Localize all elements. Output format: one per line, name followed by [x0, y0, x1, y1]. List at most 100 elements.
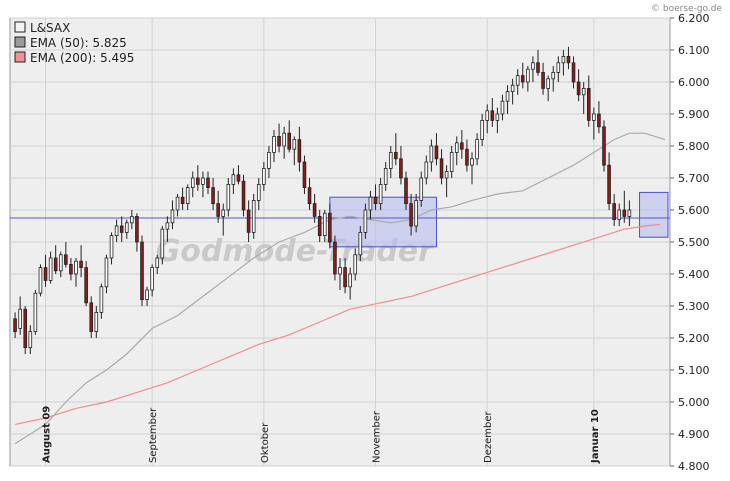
- candle-body: [490, 110, 495, 121]
- candle-body: [69, 263, 73, 275]
- y-tick-label: 4.800: [678, 460, 710, 473]
- candle-body: [119, 225, 124, 233]
- candle-body: [99, 286, 104, 313]
- y-tick-label: 6.100: [678, 44, 710, 57]
- candle-body: [277, 135, 281, 147]
- candle-body: [13, 318, 17, 332]
- candle-body: [64, 254, 68, 265]
- candle-body: [241, 180, 246, 211]
- candle-body: [571, 62, 576, 83]
- candle-body: [23, 308, 28, 349]
- y-tick-label: 5.800: [678, 140, 710, 153]
- candle-body: [424, 161, 429, 179]
- candle-body: [256, 183, 261, 201]
- candle-body: [536, 62, 540, 73]
- candle-body: [58, 254, 63, 272]
- y-tick-label: 5.100: [678, 364, 710, 377]
- candle-body: [622, 209, 627, 217]
- candle-body: [444, 171, 449, 179]
- candle-body: [312, 203, 317, 217]
- candle-body: [33, 292, 38, 333]
- candle-body: [89, 302, 94, 332]
- candle-body: [160, 228, 165, 259]
- candle-body: [556, 62, 561, 73]
- candle-body: [617, 209, 622, 220]
- candle-body: [272, 135, 276, 153]
- candle-body: [378, 183, 383, 204]
- legend-label: L&SAX: [30, 21, 70, 35]
- candle-body: [576, 81, 581, 96]
- candle-body: [185, 187, 190, 205]
- x-axis: August 09 September Oktober November Dezembe…: [42, 406, 601, 464]
- candle-body: [546, 78, 550, 89]
- candle-body: [566, 56, 571, 64]
- candle-body: [201, 177, 205, 185]
- legend-swatch: [14, 51, 26, 63]
- candle-body: [485, 110, 490, 121]
- candle-body: [140, 241, 144, 300]
- candle-body: [109, 235, 114, 259]
- x-tick-label: September: [148, 407, 159, 463]
- ema50-series-line: [14, 132, 666, 445]
- candle-body: [338, 267, 342, 275]
- candle-body: [328, 212, 332, 243]
- candle-body: [84, 267, 88, 304]
- candle-body: [165, 222, 170, 230]
- candle-body: [287, 132, 292, 150]
- candle-body: [409, 203, 413, 227]
- candle-body: [333, 241, 337, 275]
- x-tick-label: Januar 10: [590, 409, 601, 464]
- candle-body: [282, 132, 286, 147]
- candle-body: [262, 167, 266, 185]
- x-tick-label: August 09: [42, 406, 53, 463]
- y-tick-label: 5.400: [678, 268, 710, 281]
- source-label: © boerse-go.de: [651, 4, 722, 14]
- candle-body: [322, 212, 327, 236]
- candle-body: [505, 91, 510, 102]
- candle-body: [292, 139, 297, 150]
- candle-body: [236, 174, 241, 182]
- y-tick-label: 6.200: [678, 12, 710, 25]
- y-tick-label: 5.300: [678, 300, 710, 313]
- candle-body: [475, 139, 479, 160]
- candle-body: [414, 199, 418, 227]
- candle-body: [449, 151, 454, 172]
- y-tick-label: 5.900: [678, 108, 710, 121]
- candle-body: [145, 289, 149, 300]
- candle-body: [363, 209, 368, 233]
- candle-body: [368, 196, 373, 211]
- candle-body: [175, 196, 180, 211]
- candle-body: [460, 142, 464, 150]
- candle-body: [221, 209, 226, 217]
- ema200-series-line: [14, 223, 660, 425]
- candle-body: [38, 267, 43, 294]
- candle-body: [348, 273, 352, 288]
- candle-body: [607, 164, 611, 204]
- candle-body: [358, 231, 363, 256]
- candle-body: [267, 151, 271, 169]
- candle-body: [531, 62, 535, 70]
- candle-body: [180, 196, 185, 204]
- y-tick-label: 5.200: [678, 332, 710, 345]
- candle-body: [434, 145, 439, 160]
- candle-body: [190, 177, 195, 189]
- x-tick-label: November: [372, 410, 383, 463]
- candle-body: [48, 257, 53, 281]
- x-tick-label: Dezember: [483, 411, 494, 463]
- y-tick-label: 5.700: [678, 172, 710, 185]
- legend-label: EMA (200): 5.495: [30, 51, 134, 65]
- candle-body: [551, 72, 556, 80]
- candles: [13, 46, 632, 354]
- candle-body: [28, 331, 33, 349]
- candle-body: [500, 100, 505, 115]
- candle-body: [124, 222, 129, 233]
- candle-body: [53, 257, 58, 272]
- candle-body: [226, 183, 231, 211]
- candle-body: [246, 209, 251, 233]
- candle-body: [470, 158, 474, 166]
- candle-body: [114, 225, 119, 237]
- y-tick-label: 5.600: [678, 204, 710, 217]
- candle-body: [586, 88, 591, 121]
